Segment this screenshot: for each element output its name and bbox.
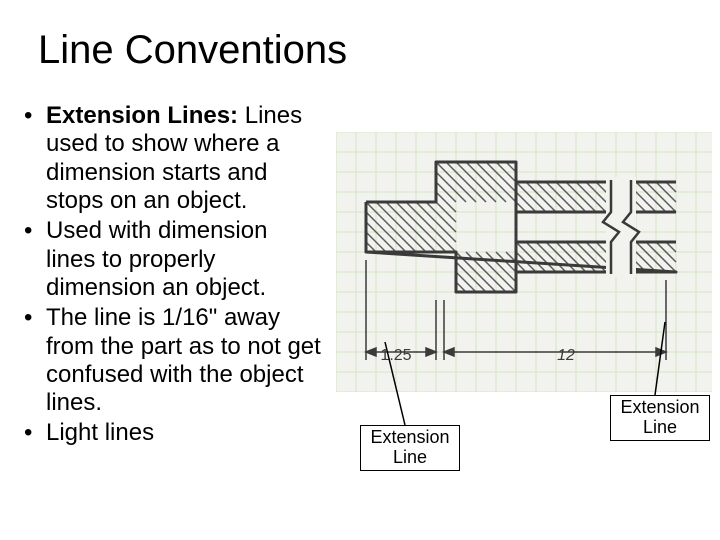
bullet-list: Extension Lines: Lines used to show wher… (22, 102, 322, 450)
callout-extension-line-1: Extension Line (360, 425, 460, 471)
bullet-1-label: Extension Lines: (46, 102, 238, 129)
bullet-4: Light lines (22, 419, 322, 447)
leader-line-1 (350, 340, 420, 430)
bullet-1: Extension Lines: Lines used to show wher… (22, 102, 322, 215)
callout-extension-line-2: Extension Line (610, 395, 710, 441)
bullet-2: Used with dimension lines to properly di… (22, 217, 322, 302)
svg-text:12: 12 (557, 347, 575, 364)
page-title: Line Conventions (38, 28, 347, 73)
leader-line-2 (630, 320, 700, 400)
bullet-3: The line is 1/16" away from the part as … (22, 304, 322, 417)
